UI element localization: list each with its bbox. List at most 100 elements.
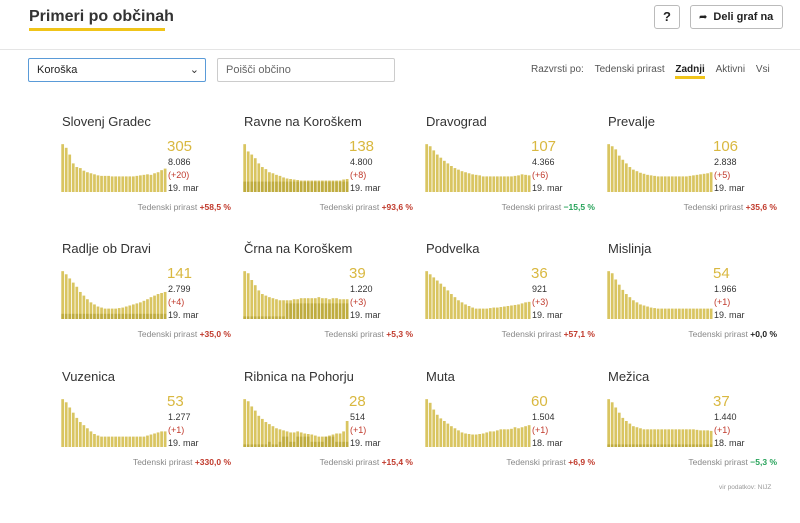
sparkline-bar bbox=[335, 433, 338, 447]
sparkline-bar bbox=[527, 301, 531, 319]
sparkline-bar bbox=[82, 295, 86, 319]
sparkline-bar bbox=[520, 174, 524, 192]
sparkline-bar-active bbox=[246, 444, 250, 447]
sparkline-bar bbox=[71, 282, 75, 319]
sparkline-bar bbox=[93, 434, 96, 447]
sparkline-bar bbox=[667, 429, 671, 447]
sparkline-bar bbox=[442, 421, 446, 447]
municipality-name: Radlje ob Dravi bbox=[62, 241, 151, 256]
sparkline-bar-active bbox=[299, 303, 303, 319]
sparkline-bar bbox=[499, 176, 503, 192]
sparkline-bar-active bbox=[285, 303, 289, 319]
sparkline-chart bbox=[425, 399, 531, 447]
sparkline-bar bbox=[264, 295, 268, 319]
sparkline-bar-active bbox=[250, 444, 254, 447]
municipality-name: Prevalje bbox=[608, 114, 655, 129]
weekly-growth-value: +93,6 % bbox=[381, 202, 413, 212]
sparkline-bar bbox=[464, 304, 467, 319]
sparkline-bar bbox=[142, 300, 146, 319]
municipality-card[interactable]: Mežica 37 1.440 (+1) 18. mar Tedenski prirast… bbox=[607, 369, 777, 487]
municipality-card[interactable]: Dravograd 107 4.366 (+6) 19. mar Tedenski pri… bbox=[425, 114, 595, 232]
sparkline-bar bbox=[321, 436, 324, 447]
sparkline-bar-active bbox=[117, 313, 121, 319]
municipality-card[interactable]: Radlje ob Dravi 141 2.799 (+4) 19. mar Tedens… bbox=[61, 241, 231, 359]
chevron-down-icon: ⌄ bbox=[189, 64, 199, 76]
sparkline-bar bbox=[628, 423, 632, 447]
sparkline-chart bbox=[243, 271, 349, 319]
sparkline-bar bbox=[506, 429, 510, 447]
sparkline-bar bbox=[457, 430, 460, 447]
sparkline-bar bbox=[471, 174, 474, 192]
sparkline-bar bbox=[685, 308, 688, 319]
share-button[interactable]: ➦ Deli graf na bbox=[690, 5, 783, 29]
active-cases-value: 54 bbox=[713, 265, 730, 282]
sparkline-bar bbox=[75, 167, 79, 192]
sparkline-bar bbox=[642, 173, 646, 192]
sparkline-bar-active bbox=[292, 181, 296, 192]
sparkline-bar-active bbox=[660, 444, 664, 447]
sparkline-bar bbox=[260, 167, 264, 192]
region-select[interactable]: Koroška ⌄ bbox=[28, 58, 206, 82]
sparkline-bar bbox=[131, 176, 135, 192]
sparkline-bar bbox=[695, 174, 699, 192]
sparkline-bar bbox=[453, 297, 457, 319]
sparkline-bar-active bbox=[674, 444, 678, 447]
weekly-growth-label: Tedenski prirast bbox=[137, 329, 198, 339]
help-button[interactable]: ? bbox=[654, 5, 680, 29]
sparkline-bar bbox=[513, 427, 517, 447]
municipality-card[interactable]: Črna na Koroškem 39 1.220 (+3) 19. mar Tedens… bbox=[243, 241, 413, 359]
sparkline-bar-active bbox=[121, 313, 125, 319]
sparkline-bar bbox=[110, 436, 114, 447]
sort-option-weekly-growth[interactable]: Tedenski prirast bbox=[594, 64, 665, 75]
sparkline-bar bbox=[292, 432, 296, 447]
sparkline-bar bbox=[107, 175, 110, 192]
municipality-card[interactable]: Slovenj Gradec 305 8.086 (+20) 19. mar Tedens… bbox=[61, 114, 231, 232]
last-update-date: 19. mar bbox=[168, 438, 199, 448]
sparkline-bar bbox=[692, 175, 695, 192]
municipality-card[interactable]: Prevalje 106 2.838 (+5) 19. mar Tedenski prir… bbox=[607, 114, 777, 232]
sparkline-bar bbox=[160, 431, 163, 447]
sparkline-bar bbox=[520, 427, 524, 447]
sparkline-bar-active bbox=[342, 303, 345, 319]
sparkline-bar bbox=[667, 308, 671, 319]
sparkline-bar-active bbox=[282, 436, 285, 447]
sparkline-bar-active bbox=[695, 444, 699, 447]
sparkline-bar-active bbox=[114, 313, 118, 319]
share-arrow-icon: ➦ bbox=[699, 12, 708, 23]
sparkline-bar bbox=[96, 175, 100, 192]
municipality-name: Mežica bbox=[608, 369, 650, 384]
sort-option-all[interactable]: Vsi bbox=[755, 64, 770, 75]
municipality-card[interactable]: Vuzenica 53 1.277 (+1) 19. mar Tedenski prira… bbox=[61, 369, 231, 487]
sparkline-bar-active bbox=[124, 313, 128, 319]
active-cases-value: 37 bbox=[713, 393, 730, 410]
sparkline-bar bbox=[96, 306, 100, 319]
sparkline-bar bbox=[313, 435, 317, 447]
municipality-card[interactable]: Ribnica na Pohorju 28 514 (+1) 19. mar Tedens… bbox=[243, 369, 413, 487]
sparkline-bar bbox=[250, 280, 254, 319]
municipality-card[interactable]: Podvelka 36 921 (+3) 19. mar Tedenski prirast… bbox=[425, 241, 595, 359]
sparkline-bar bbox=[621, 289, 625, 319]
sparkline-bar bbox=[639, 304, 642, 319]
sparkline-bar bbox=[702, 173, 706, 192]
sparkline-bar-active bbox=[706, 444, 709, 447]
sparkline-bar bbox=[89, 431, 93, 447]
search-input[interactable] bbox=[217, 58, 395, 82]
municipality-card[interactable]: Muta 60 1.504 (+1) 18. mar Tedenski prirast +… bbox=[425, 369, 595, 487]
sparkline-bar-active bbox=[289, 303, 292, 319]
municipality-card[interactable]: Ravne na Koroškem 138 4.800 (+8) 19. mar Tede… bbox=[243, 114, 413, 232]
sparkline-bar-active bbox=[296, 303, 300, 319]
sparkline-bar-active bbox=[335, 303, 338, 319]
sparkline-bar bbox=[474, 308, 478, 319]
sparkline-bar-active bbox=[621, 444, 625, 447]
sparkline-bar bbox=[282, 300, 285, 319]
sparkline-bar bbox=[674, 429, 678, 447]
municipality-card[interactable]: Mislinja 54 1.966 (+1) 19. mar Tedenski prira… bbox=[607, 241, 777, 359]
sparkline-bar-active bbox=[264, 316, 268, 319]
sparkline-bar bbox=[695, 308, 699, 319]
sort-option-latest[interactable]: Zadnji bbox=[675, 64, 705, 79]
sparkline-bar bbox=[278, 300, 282, 319]
sparkline-bar bbox=[510, 176, 513, 192]
sparkline-bar bbox=[632, 169, 635, 192]
sort-option-active[interactable]: Aktivni bbox=[715, 64, 746, 75]
sparkline-bar bbox=[260, 294, 264, 319]
